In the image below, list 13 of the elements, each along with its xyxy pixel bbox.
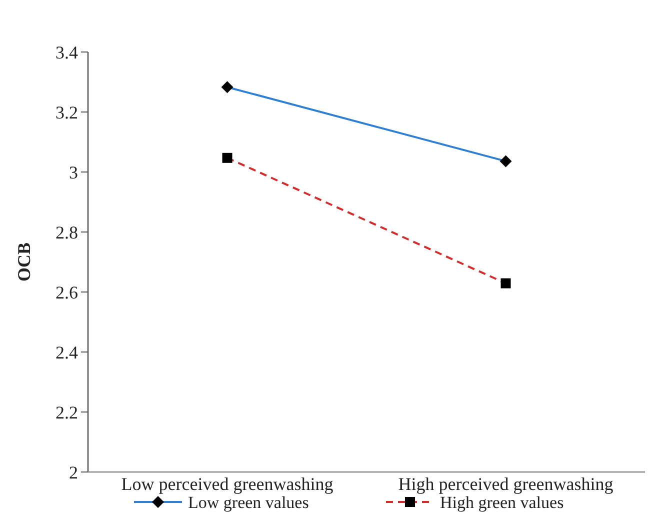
x-tick-label: Low perceived greenwashing xyxy=(121,474,334,494)
legend-label: Low green values xyxy=(188,493,309,512)
legend-label: High green values xyxy=(440,493,564,512)
y-tick-label: 3.2 xyxy=(56,102,78,122)
y-tick-label: 2.6 xyxy=(56,282,78,302)
y-tick-label: 2.8 xyxy=(56,222,78,242)
x-tick-label: High perceived greenwashing xyxy=(398,474,614,494)
y-tick-label: 3 xyxy=(69,162,78,182)
y-tick-label: 2.4 xyxy=(56,342,78,362)
y-axis-title: OCB xyxy=(14,242,34,282)
y-tick-label: 2.2 xyxy=(56,402,78,422)
y-tick-label: 2 xyxy=(69,462,78,482)
y-tick-label: 3.4 xyxy=(56,42,78,62)
